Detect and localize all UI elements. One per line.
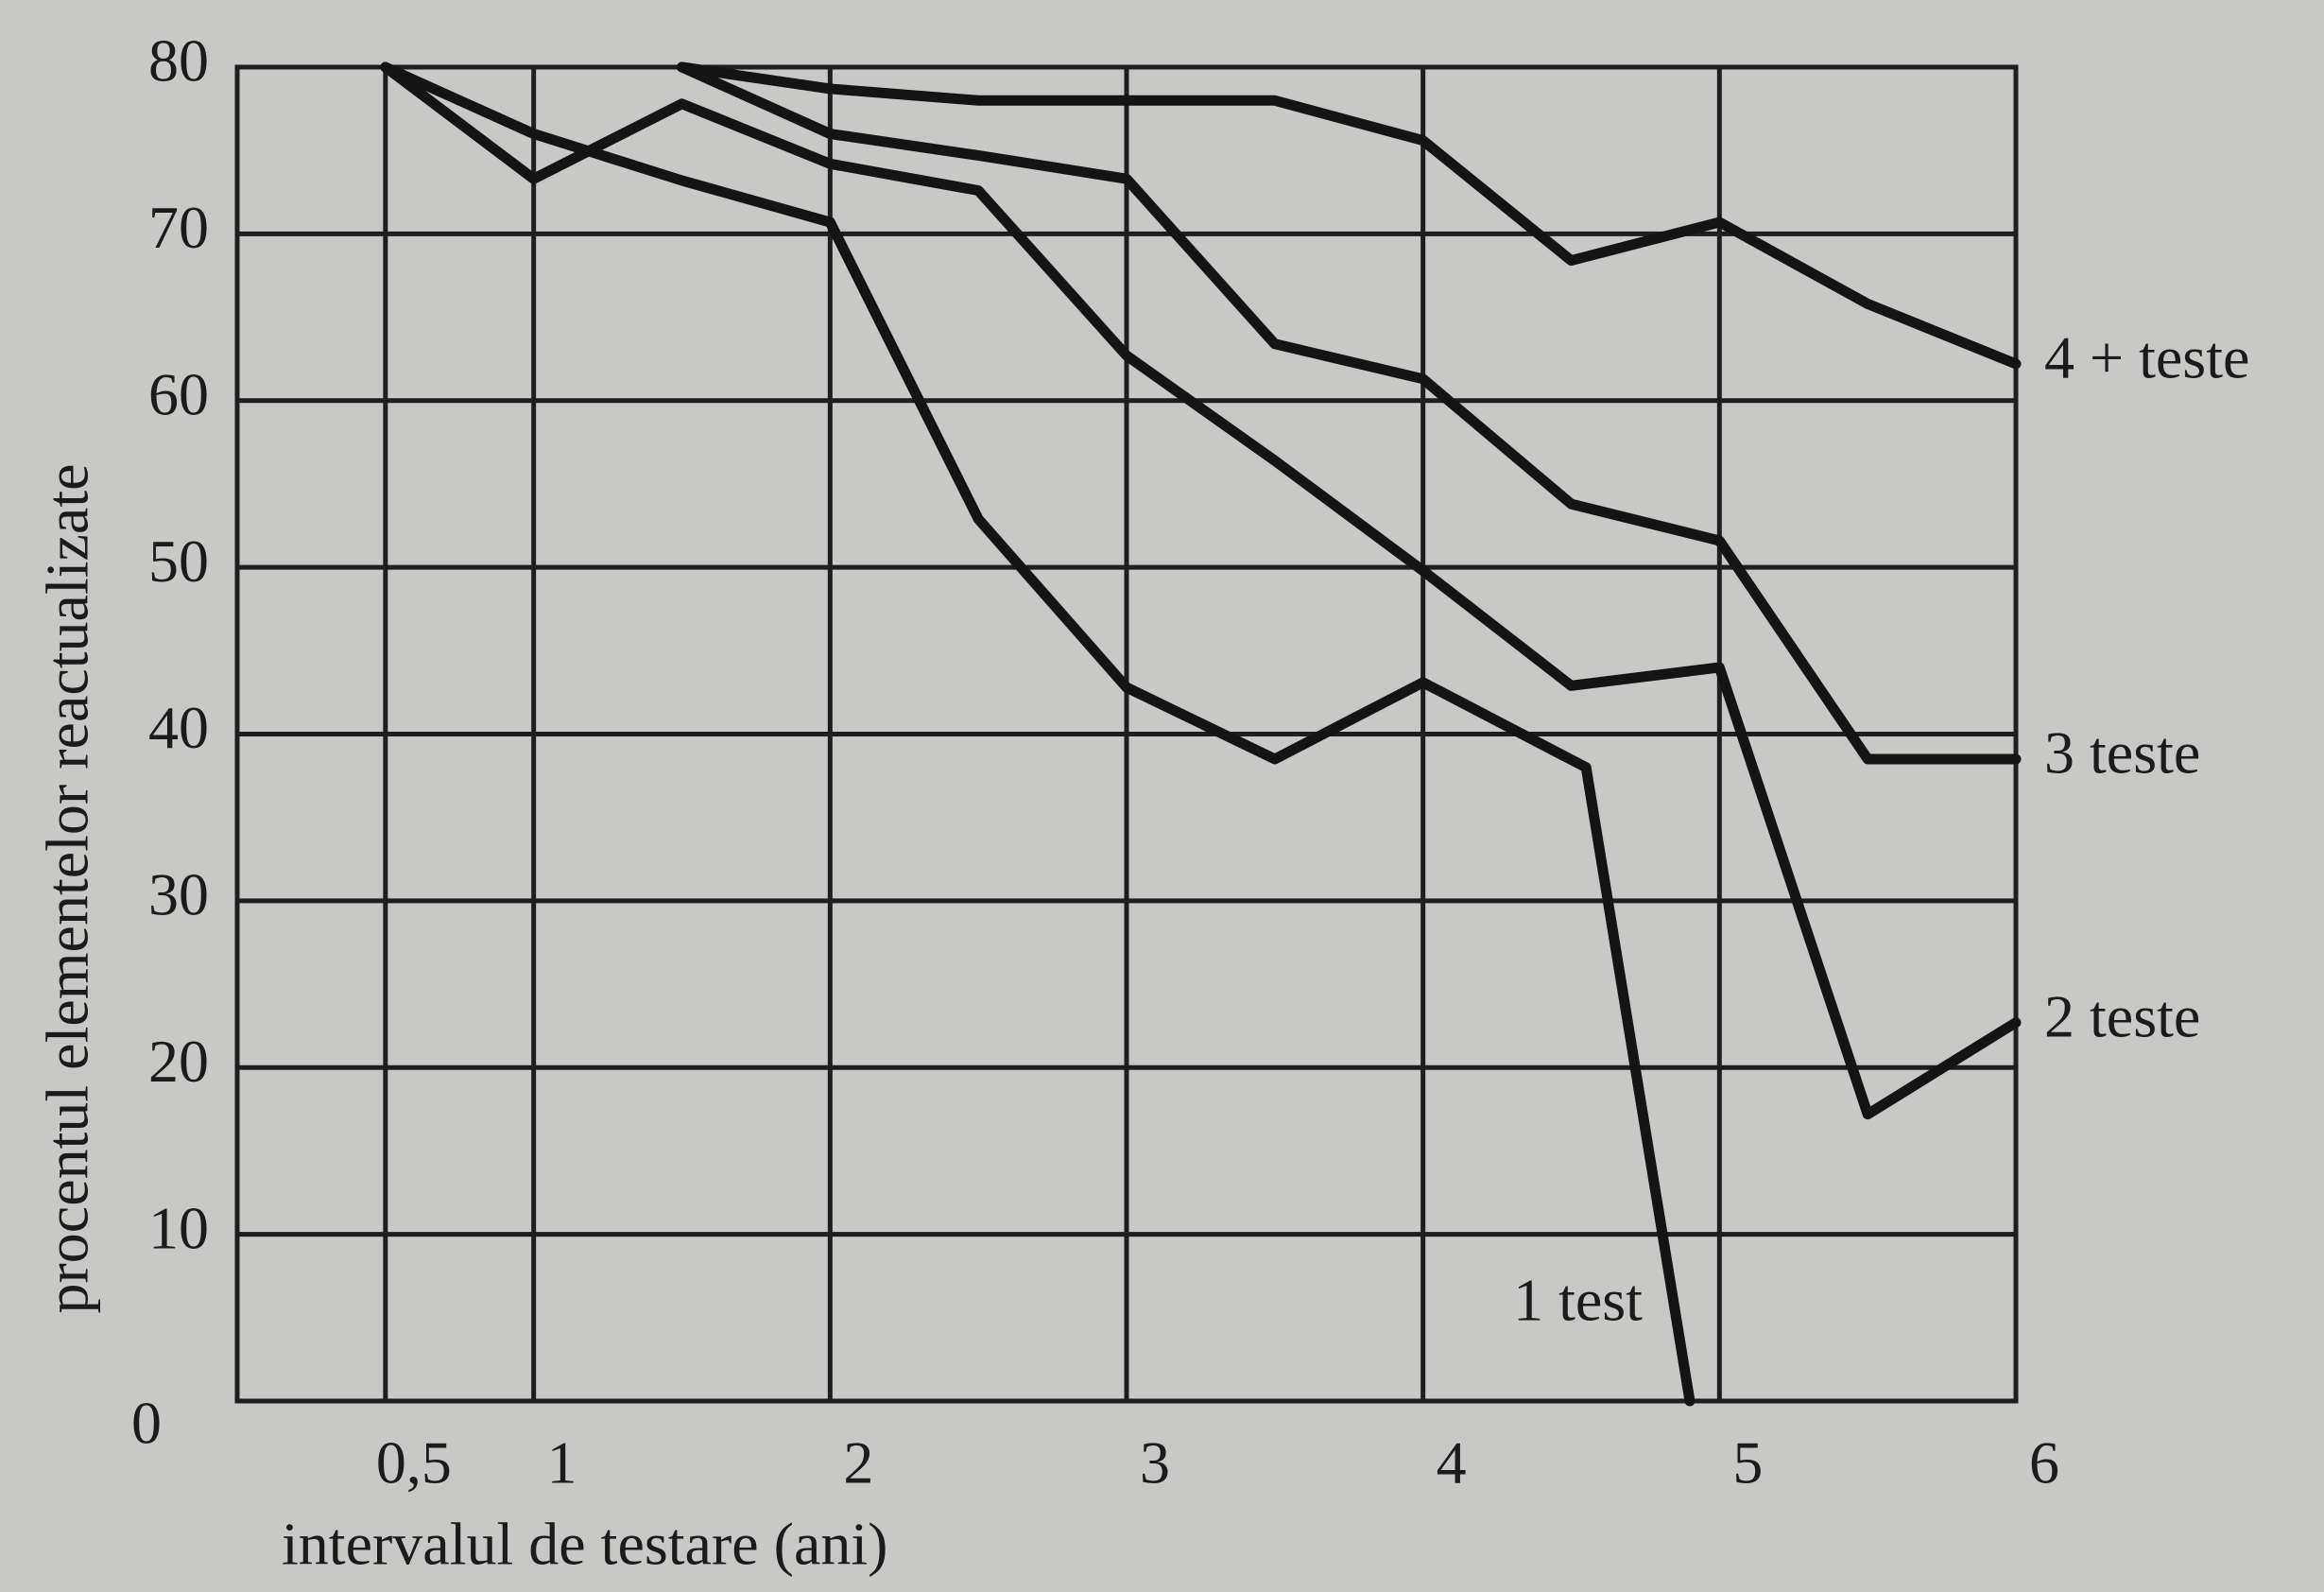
y-axis-title: procentul elementelor reactualizate bbox=[34, 463, 101, 1313]
series-line bbox=[677, 61, 2022, 370]
y-tick-label: 10 bbox=[148, 1194, 209, 1261]
series-label: 3 teste bbox=[2044, 719, 2200, 787]
y-tick-label: 40 bbox=[148, 694, 209, 761]
series-label: 2 teste bbox=[2044, 982, 2200, 1049]
series-line bbox=[380, 61, 1696, 1407]
x-tick-label: 2 bbox=[843, 1429, 873, 1497]
y-tick-label: 70 bbox=[148, 194, 209, 261]
x-axis-title: intervalul de testare (ani) bbox=[282, 1511, 887, 1578]
y-tick-label: 80 bbox=[148, 27, 209, 95]
series-label: 4 + teste bbox=[2044, 324, 2249, 391]
x-tick-label: 5 bbox=[1732, 1429, 1763, 1497]
x-tick-label: 0,5 bbox=[376, 1429, 452, 1497]
series-line bbox=[677, 61, 2022, 765]
x-tick-label: 3 bbox=[1140, 1429, 1170, 1497]
y-tick-label: 30 bbox=[148, 861, 209, 928]
y-tick-label: 50 bbox=[148, 528, 209, 595]
x-tick-label: 1 bbox=[547, 1429, 577, 1497]
series-line bbox=[380, 61, 2022, 1120]
y-tick-label: 0 bbox=[131, 1390, 162, 1457]
x-tick-label: 6 bbox=[2029, 1429, 2059, 1497]
x-tick-label: 4 bbox=[1437, 1429, 1467, 1497]
y-tick-label: 60 bbox=[148, 360, 209, 427]
y-tick-label: 20 bbox=[148, 1028, 209, 1095]
series-label: 1 test bbox=[1513, 1267, 1643, 1334]
